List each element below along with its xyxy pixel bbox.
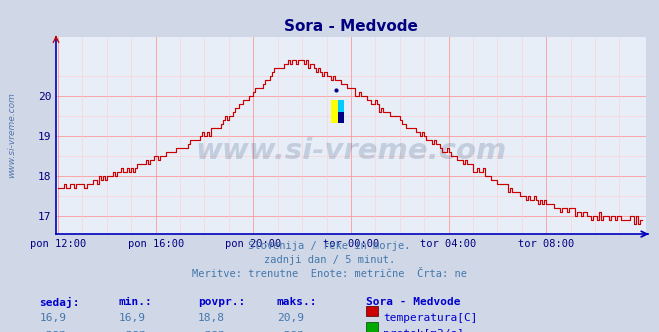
Text: www.si-vreme.com: www.si-vreme.com <box>7 92 16 178</box>
Text: Sora - Medvode: Sora - Medvode <box>366 297 460 307</box>
Text: 16,9: 16,9 <box>119 313 146 323</box>
Text: sedaj:: sedaj: <box>40 297 80 308</box>
Text: -nan: -nan <box>198 329 225 332</box>
Text: -nan: -nan <box>40 329 67 332</box>
Text: www.si-vreme.com: www.si-vreme.com <box>195 137 507 165</box>
Text: Slovenija / reke in morje.: Slovenija / reke in morje. <box>248 241 411 251</box>
Text: maks.:: maks.: <box>277 297 317 307</box>
Title: Sora - Medvode: Sora - Medvode <box>284 19 418 34</box>
Bar <box>338 100 345 112</box>
Text: zadnji dan / 5 minut.: zadnji dan / 5 minut. <box>264 255 395 265</box>
Text: min.:: min.: <box>119 297 152 307</box>
Bar <box>338 112 345 124</box>
Text: 16,9: 16,9 <box>40 313 67 323</box>
Text: 18,8: 18,8 <box>198 313 225 323</box>
Text: Meritve: trenutne  Enote: metrične  Črta: ne: Meritve: trenutne Enote: metrične Črta: … <box>192 269 467 279</box>
Text: 20,9: 20,9 <box>277 313 304 323</box>
Text: -nan: -nan <box>119 329 146 332</box>
Text: -nan: -nan <box>277 329 304 332</box>
Text: pretok[m3/s]: pretok[m3/s] <box>383 329 464 332</box>
Bar <box>331 100 338 124</box>
Text: povpr.:: povpr.: <box>198 297 245 307</box>
Text: temperatura[C]: temperatura[C] <box>383 313 477 323</box>
